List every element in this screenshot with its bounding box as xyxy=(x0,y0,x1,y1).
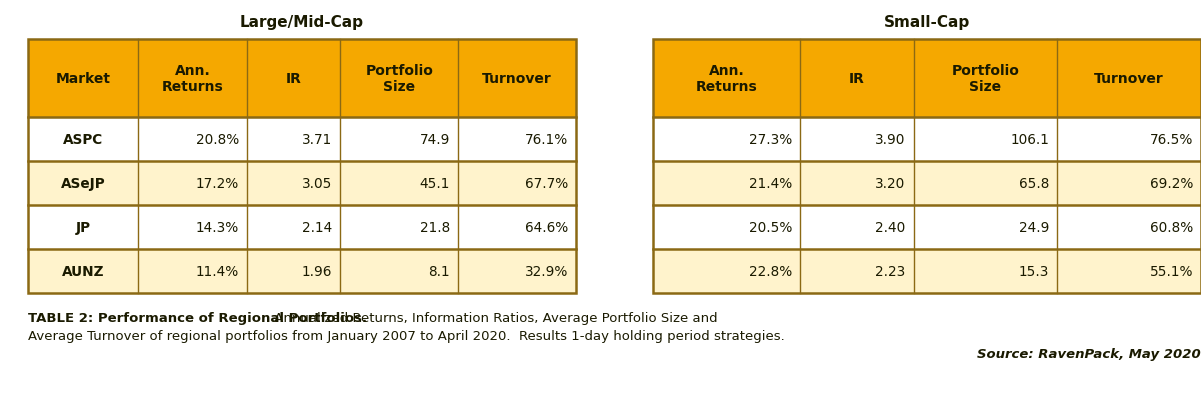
Bar xyxy=(28,118,576,162)
Text: 24.9: 24.9 xyxy=(1018,221,1050,235)
Text: IR: IR xyxy=(849,72,865,86)
Text: 65.8: 65.8 xyxy=(1018,176,1050,190)
Text: 3.71: 3.71 xyxy=(303,133,333,147)
Text: 27.3%: 27.3% xyxy=(748,133,791,147)
Text: 3.05: 3.05 xyxy=(301,176,333,190)
Text: 106.1: 106.1 xyxy=(1010,133,1050,147)
Bar xyxy=(653,249,1201,293)
Text: Small-Cap: Small-Cap xyxy=(884,14,970,29)
Text: Annualized Returns, Information Ratios, Average Portfolio Size and: Annualized Returns, Information Ratios, … xyxy=(270,311,718,324)
Bar xyxy=(653,40,1201,293)
Text: 2.14: 2.14 xyxy=(303,221,333,235)
Bar xyxy=(28,40,576,118)
Text: 45.1: 45.1 xyxy=(420,176,450,190)
Text: 21.4%: 21.4% xyxy=(748,176,791,190)
Text: IR: IR xyxy=(286,72,301,86)
Text: 69.2%: 69.2% xyxy=(1149,176,1193,190)
Text: 67.7%: 67.7% xyxy=(525,176,568,190)
Bar xyxy=(653,118,1201,162)
Text: 1.96: 1.96 xyxy=(301,264,333,278)
Text: 64.6%: 64.6% xyxy=(525,221,568,235)
Bar xyxy=(653,162,1201,205)
Text: Ann.
Returns: Ann. Returns xyxy=(695,64,758,94)
Text: Average Turnover of regional portfolios from January 2007 to April 2020.  Result: Average Turnover of regional portfolios … xyxy=(28,329,784,342)
Bar xyxy=(28,249,576,293)
Bar xyxy=(28,205,576,249)
Text: AUNZ: AUNZ xyxy=(61,264,104,278)
Text: 3.20: 3.20 xyxy=(876,176,906,190)
Text: ASeJP: ASeJP xyxy=(60,176,106,190)
Text: Large/Mid-Cap: Large/Mid-Cap xyxy=(240,14,364,29)
Text: 8.1: 8.1 xyxy=(429,264,450,278)
Text: 15.3: 15.3 xyxy=(1018,264,1050,278)
Text: 76.1%: 76.1% xyxy=(525,133,568,147)
Text: Source: RavenPack, May 2020: Source: RavenPack, May 2020 xyxy=(978,347,1201,360)
Text: TABLE 2: Performance of Regional Portfolios.: TABLE 2: Performance of Regional Portfol… xyxy=(28,311,368,324)
Text: 74.9: 74.9 xyxy=(420,133,450,147)
Text: 2.23: 2.23 xyxy=(876,264,906,278)
Text: 32.9%: 32.9% xyxy=(525,264,568,278)
Text: 2.40: 2.40 xyxy=(876,221,906,235)
Text: Market: Market xyxy=(55,72,110,86)
Text: Turnover: Turnover xyxy=(1094,72,1164,86)
Text: 17.2%: 17.2% xyxy=(196,176,239,190)
Text: 14.3%: 14.3% xyxy=(196,221,239,235)
Text: 76.5%: 76.5% xyxy=(1149,133,1193,147)
Text: 3.90: 3.90 xyxy=(876,133,906,147)
Text: JP: JP xyxy=(76,221,90,235)
Bar xyxy=(28,40,576,293)
Text: 20.8%: 20.8% xyxy=(196,133,239,147)
Text: Portfolio
Size: Portfolio Size xyxy=(951,64,1020,94)
Bar xyxy=(28,162,576,205)
Bar xyxy=(653,40,1201,118)
Text: 21.8: 21.8 xyxy=(420,221,450,235)
Text: 11.4%: 11.4% xyxy=(196,264,239,278)
Text: 60.8%: 60.8% xyxy=(1149,221,1193,235)
Bar xyxy=(653,205,1201,249)
Text: Turnover: Turnover xyxy=(483,72,552,86)
Text: Portfolio
Size: Portfolio Size xyxy=(365,64,434,94)
Text: 20.5%: 20.5% xyxy=(748,221,791,235)
Text: 55.1%: 55.1% xyxy=(1149,264,1193,278)
Text: ASPC: ASPC xyxy=(62,133,103,147)
Text: 22.8%: 22.8% xyxy=(748,264,791,278)
Text: Ann.
Returns: Ann. Returns xyxy=(161,64,223,94)
